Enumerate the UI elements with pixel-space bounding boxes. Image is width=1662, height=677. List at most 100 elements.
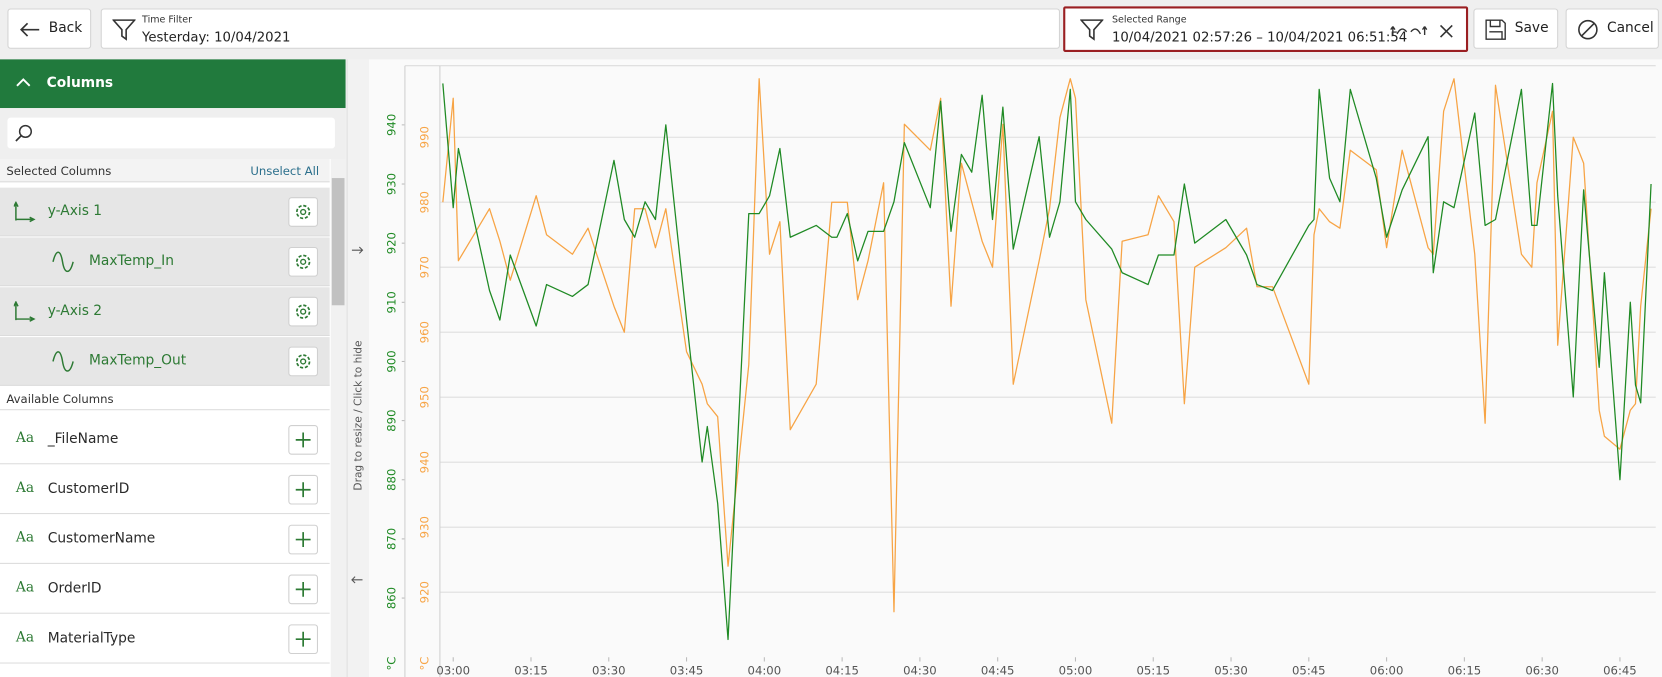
x-tick-label: 06:45: [1603, 663, 1637, 677]
x-tick-label: 03:30: [592, 663, 626, 677]
plus-icon: [295, 532, 311, 547]
resize-hint: Drag to resize / Click to hide: [352, 340, 364, 490]
column-label: OrderID: [47, 580, 102, 597]
resize-handle[interactable]: Drag to resize / Click to hide: [346, 59, 369, 677]
column-row[interactable]: Aa OrderID: [0, 565, 330, 614]
series-row[interactable]: MaxTemp_In: [0, 237, 330, 287]
plus-icon: [295, 631, 311, 647]
sidebar: Columns Selected Columns Unselect All y-…: [0, 59, 346, 677]
add-button[interactable]: [288, 425, 318, 455]
y2-tick-label: 960: [418, 321, 432, 343]
selected-range-label: Selected Range: [1111, 14, 1187, 26]
save-button[interactable]: Save: [1473, 8, 1559, 49]
y-tick-label: 920: [385, 232, 399, 254]
selected-range-value: 10/04/2021 02:57:26 – 10/04/2021 06:51:5…: [1111, 28, 1408, 45]
unselect-all[interactable]: Unselect All: [250, 164, 320, 179]
search-input[interactable]: [7, 117, 335, 149]
scrollbar[interactable]: [330, 158, 346, 677]
axis-label: y-Axis 2: [47, 303, 103, 320]
available-heading: Available Columns: [0, 386, 330, 411]
y-tick-label: 930: [385, 173, 399, 195]
add-button[interactable]: [288, 624, 318, 655]
y2-axis-unit: °C: [418, 657, 432, 671]
sidebar-header[interactable]: Columns: [0, 59, 346, 109]
x-tick-label: 06:15: [1448, 663, 1482, 677]
x-tick-label: 04:30: [903, 663, 937, 677]
line-series: [442, 82, 1652, 641]
filter-icon: [1080, 19, 1104, 41]
axis-row[interactable]: y-Axis 2: [0, 287, 330, 337]
range-actions[interactable]: [1390, 22, 1464, 39]
series-icon: [52, 251, 74, 273]
x-tick-label: 03:00: [436, 663, 470, 677]
y2-tick-label: 940: [418, 451, 432, 473]
column-label: CustomerName: [47, 531, 156, 547]
plus-icon: [295, 581, 311, 597]
settings-button[interactable]: [288, 246, 318, 277]
settings-button[interactable]: [288, 296, 318, 327]
settings-button[interactable]: [288, 346, 318, 377]
column-label: CustomerID: [47, 481, 130, 498]
time-filter[interactable]: Time Filter Yesterday: 10/04/2021: [100, 8, 1060, 49]
x-tick-label: 03:15: [514, 663, 548, 677]
plus-icon: [295, 432, 311, 448]
x-tick-label: 04:00: [748, 663, 782, 677]
back-button[interactable]: Back: [7, 8, 92, 49]
filter-icon: [112, 19, 136, 41]
series-icon: [52, 351, 74, 372]
type-icon: Aa: [15, 430, 35, 447]
column-row[interactable]: Aa CustomerID: [0, 465, 330, 515]
back-label: Back: [48, 20, 83, 37]
column-label: _FileName: [47, 431, 119, 448]
x-tick-label: 04:15: [825, 663, 859, 677]
y2-tick-label: 980: [418, 191, 432, 213]
chart: 920 930 940 950 960 970 980 990 860 870 880 890 900 9…: [368, 59, 1662, 677]
x-tick-label: 05:30: [1214, 663, 1248, 677]
column-row[interactable]: Aa CustomerName: [0, 515, 330, 564]
time-filter-label: Time Filter: [142, 14, 193, 26]
axis-label: y-Axis 1: [47, 203, 103, 220]
add-button[interactable]: [288, 574, 318, 605]
column-row[interactable]: Aa MaterialType: [0, 615, 330, 664]
save-icon: [1485, 19, 1506, 40]
gear-icon: [295, 354, 311, 369]
type-icon: Aa: [15, 480, 35, 497]
type-icon: Aa: [15, 530, 35, 546]
sidebar-title: Columns: [46, 75, 114, 92]
gear-icon: [295, 304, 311, 319]
line-series: [442, 78, 1652, 613]
y-tick-label: 940: [385, 114, 399, 136]
search-icon: [15, 124, 33, 142]
y2-tick-label: 920: [418, 581, 432, 603]
resize-graphic: Drag to resize / Click to hide: [351, 246, 364, 584]
back-icon: [20, 22, 40, 37]
y2-tick-label: 930: [418, 516, 432, 538]
type-icon: Aa: [15, 579, 35, 596]
series-label: MaxTemp_In: [89, 253, 174, 270]
x-tick-label: 05:45: [1292, 663, 1326, 677]
series-row[interactable]: MaxTemp_Out: [0, 337, 330, 386]
selected-heading-label: Selected Columns: [6, 164, 112, 179]
scrollbar-thumb[interactable]: [331, 178, 345, 306]
collapse-icon: [16, 78, 31, 87]
column-row[interactable]: Aa _FileName: [0, 416, 330, 465]
add-button[interactable]: [288, 474, 318, 505]
gear-icon: [295, 254, 311, 270]
y-tick-label: 880: [385, 469, 399, 491]
axis-icon: [13, 201, 36, 223]
settings-button[interactable]: [288, 197, 318, 227]
y-tick-label: 870: [385, 528, 399, 550]
selected-range[interactable]: Selected Range 10/04/2021 02:57:26 – 10/…: [1063, 6, 1469, 52]
y2-tick-label: 990: [418, 126, 432, 148]
y-tick-label: 910: [385, 291, 399, 313]
cancel-icon: [1578, 19, 1598, 40]
series-label: MaxTemp_Out: [89, 352, 187, 369]
add-button[interactable]: [288, 524, 318, 555]
y-tick-label: 900: [385, 350, 399, 372]
cancel-button[interactable]: Cancel: [1565, 8, 1659, 49]
x-tick-label: 05:15: [1136, 663, 1170, 677]
x-tick-label: 04:45: [981, 663, 1015, 677]
cancel-label: Cancel: [1606, 20, 1654, 37]
axis-row[interactable]: y-Axis 1: [0, 187, 330, 237]
